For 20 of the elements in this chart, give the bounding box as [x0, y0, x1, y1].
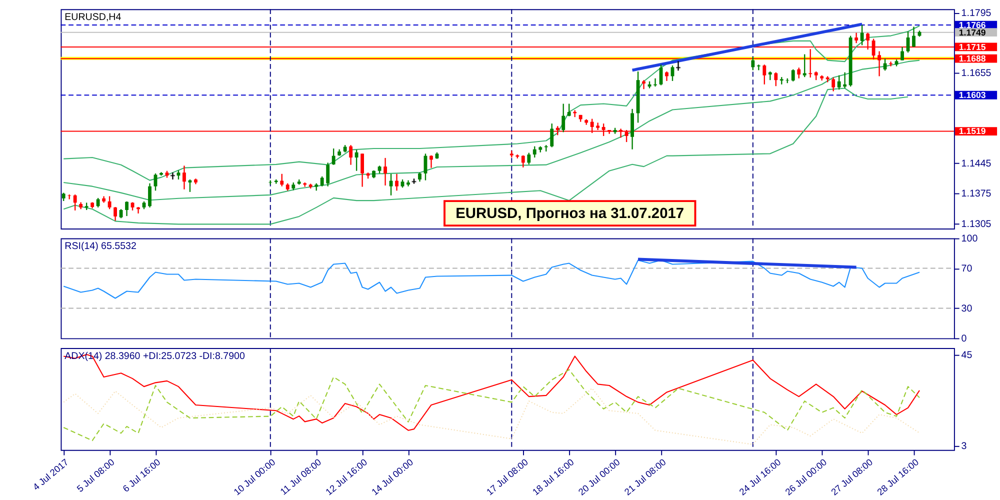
y-tick-label: 45 [961, 350, 973, 361]
ref-line-label: 1.1519 [958, 126, 986, 136]
y-tick-label: 1.1375 [961, 188, 992, 200]
chart-title: EURUSD,H4 [64, 12, 122, 23]
ref-line-label: 1.1688 [958, 54, 986, 64]
chart-title: RSI(14) 65.5532 [64, 241, 136, 252]
annotation: EURUSD, Прогноз на 31.07.2017 [456, 206, 684, 222]
y-tick-label: 30 [961, 304, 973, 315]
y-tick-label: 1.1795 [961, 8, 992, 19]
y-tick-label: 3 [961, 440, 968, 452]
y-tick-label: 0 [961, 334, 968, 345]
y-tick-label: 70 [961, 264, 973, 275]
ref-line-label: 1.1749 [958, 27, 986, 38]
ref-line-label: 1.1603 [958, 90, 986, 100]
y-tick-label: 100 [961, 234, 978, 245]
y-tick-label: 1.1445 [961, 158, 992, 170]
y-tick-label: 1.1655 [961, 68, 992, 80]
ref-line-label: 1.1766 [958, 20, 986, 30]
ref-line-label: 1.1715 [958, 42, 986, 52]
y-tick-label: 1.1305 [961, 218, 992, 230]
